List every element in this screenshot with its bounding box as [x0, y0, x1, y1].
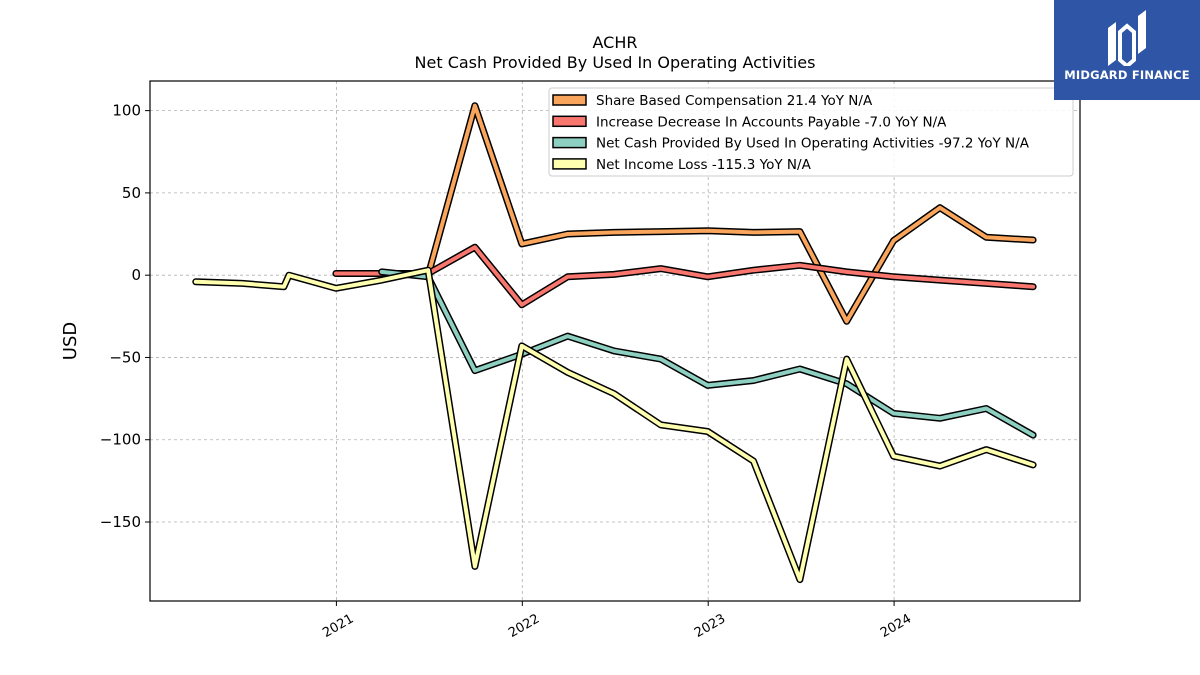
y-tick-label: 0 [131, 266, 141, 284]
series-line [379, 269, 1036, 438]
legend-swatch [552, 158, 587, 170]
series-3 [192, 266, 1037, 584]
x-tick-label: 2022 [506, 611, 542, 641]
series-line-outline [192, 266, 1037, 584]
series-2 [378, 268, 1037, 439]
brand-logo: MIDGARD FINANCE [1054, 0, 1200, 100]
legend-swatch [552, 115, 587, 128]
x-axis: 2021 2022 2023 2024 [320, 601, 914, 641]
series-line [333, 245, 1036, 307]
legend-label: Net Cash Provided By Used In Operating A… [596, 136, 1030, 152]
series-1 [332, 243, 1037, 309]
y-axis: 100 50 0 −50 −100 −150 [100, 102, 150, 531]
chart-title: ACHR [593, 33, 638, 52]
legend-swatch [552, 136, 587, 149]
legend-label: Share Based Compensation 21.4 YoY N/A [596, 93, 873, 109]
midgard-logo-icon [1108, 10, 1146, 66]
series-lines [192, 102, 1037, 584]
legend: Share Based Compensation 21.4 YoY N/A Inc… [548, 87, 1074, 177]
legend-swatch [552, 94, 587, 106]
series-line-outline [378, 268, 1037, 439]
x-tick-label: 2024 [878, 611, 914, 641]
series-line [426, 103, 1036, 324]
y-tick-label: −50 [109, 348, 141, 366]
chart-subtitle: Net Cash Provided By Used In Operating A… [415, 53, 816, 72]
series-line [193, 268, 1036, 582]
legend-label: Net Income Loss -115.3 YoY N/A [596, 157, 812, 173]
legend-label: Increase Decrease In Accounts Payable -7… [596, 114, 947, 130]
logo-text: MIDGARD FINANCE [1064, 68, 1190, 82]
x-tick-label: 2021 [320, 611, 356, 641]
x-tick-label: 2023 [692, 611, 728, 641]
y-tick-label: 50 [122, 184, 141, 202]
y-tick-label: 100 [112, 102, 141, 120]
y-tick-label: −100 [100, 431, 141, 449]
series-0 [424, 102, 1037, 325]
grid [150, 81, 1080, 601]
plot-frame [149, 80, 1081, 602]
y-axis-label: USD [60, 322, 81, 360]
legend-frame [548, 87, 1074, 177]
y-tick-label: −150 [100, 513, 141, 531]
